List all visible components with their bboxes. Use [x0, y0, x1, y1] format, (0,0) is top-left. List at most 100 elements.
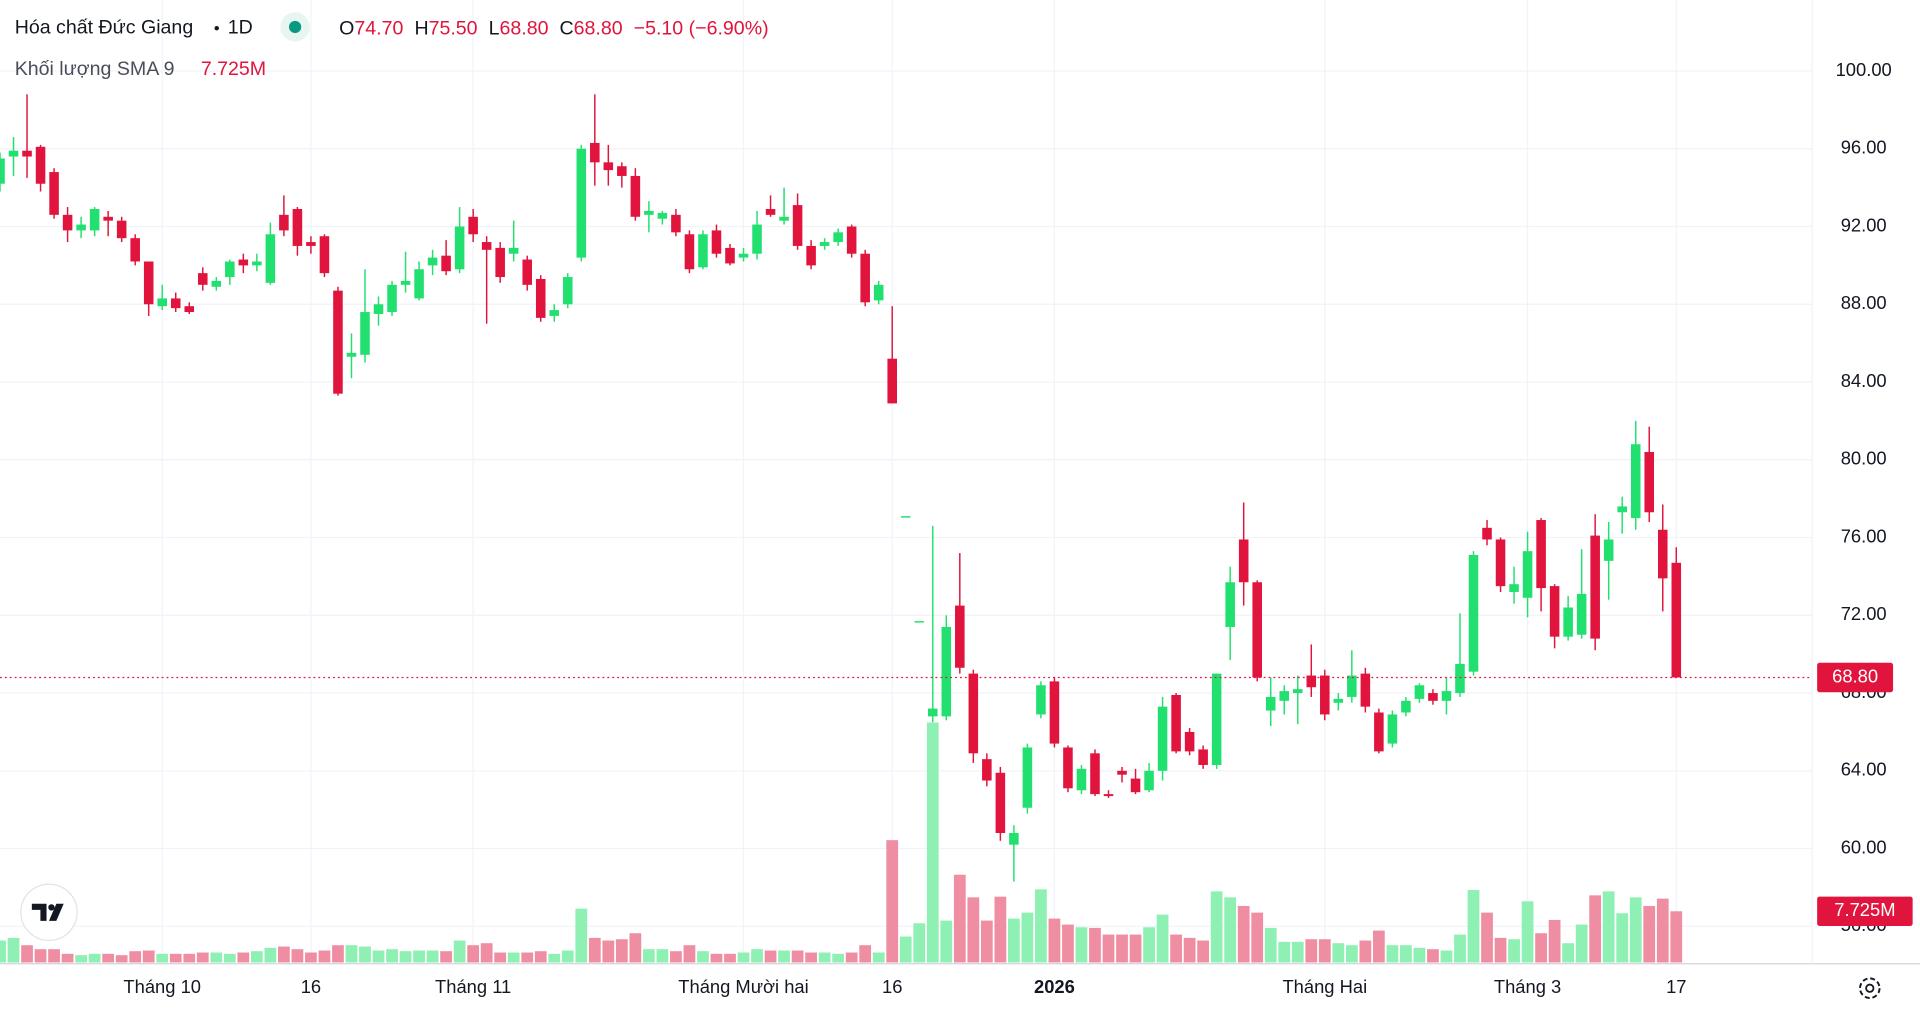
volume-bar — [791, 950, 804, 963]
volume-bar — [1440, 950, 1453, 963]
volume-bar — [1183, 937, 1196, 963]
candle-body — [306, 242, 316, 246]
candle-body — [1306, 675, 1317, 688]
candle-body — [508, 247, 519, 254]
volume-bar — [399, 951, 412, 963]
ohlc-label: C — [560, 18, 574, 40]
candle-body — [982, 759, 992, 781]
candle-body — [792, 205, 803, 246]
x-tick-label: 16 — [882, 976, 902, 997]
settings-button[interactable] — [1859, 977, 1881, 999]
candle-body — [725, 247, 735, 264]
volume-bar — [223, 953, 236, 963]
volume-bar — [1494, 937, 1507, 963]
volume-bar — [196, 952, 209, 963]
tradingview-logo[interactable] — [20, 883, 78, 942]
candle-body — [279, 214, 289, 231]
candle-body — [22, 150, 32, 157]
volume-bar — [683, 945, 696, 963]
volume-bar — [0, 940, 6, 963]
volume-bar — [872, 952, 885, 963]
indicator-value: 7.725M — [201, 58, 266, 80]
volume-bar — [129, 951, 142, 963]
candle-body — [698, 234, 708, 268]
candle-body — [1320, 675, 1330, 715]
candle-body — [481, 242, 492, 250]
candle-body — [1387, 714, 1398, 744]
volume-bar — [1318, 939, 1331, 963]
volume-bar — [710, 953, 723, 963]
volume-bar — [1075, 927, 1088, 963]
volume-bar — [386, 949, 398, 963]
volume-bar — [1616, 913, 1629, 963]
y-tick-label: 88.00 — [1841, 292, 1887, 313]
change: −5.10 (−6.90%) — [634, 18, 769, 40]
volume-bar — [1048, 918, 1061, 963]
candle-body — [130, 238, 140, 262]
candle-body — [1563, 607, 1573, 637]
candle-body — [955, 605, 965, 668]
candle-body — [1509, 584, 1519, 592]
candle-body — [360, 312, 370, 355]
candle-body — [684, 234, 695, 270]
volume-bar — [332, 945, 344, 963]
volume-bar — [1562, 943, 1575, 963]
candle-body — [1644, 451, 1655, 513]
volume-bar — [1481, 912, 1493, 963]
candle-body — [319, 236, 330, 274]
candle-body — [387, 284, 397, 313]
volume-bar — [1521, 901, 1534, 963]
volume-bar — [507, 952, 520, 963]
candle-body — [1103, 794, 1114, 797]
volume-bar — [1670, 911, 1683, 963]
candle-body — [225, 261, 235, 278]
volume-bar — [1021, 912, 1034, 963]
y-tick-label: 92.00 — [1841, 214, 1887, 235]
candle-body — [1401, 700, 1411, 713]
volume-bar — [48, 949, 60, 963]
y-tick-label: 72.00 — [1841, 603, 1887, 624]
volume-bar — [169, 953, 182, 963]
volume-bar — [1332, 943, 1345, 963]
volume-bar — [318, 950, 331, 963]
volume-bar — [1237, 905, 1250, 963]
volume-bar — [1170, 934, 1182, 963]
volume-bar — [1413, 947, 1426, 963]
volume-bar — [548, 953, 561, 963]
candle-body — [1549, 586, 1560, 637]
ohlc-label: H — [414, 18, 428, 40]
candle-body — [1360, 673, 1371, 707]
candle-body — [1036, 685, 1046, 715]
candle-body — [1333, 698, 1344, 703]
candle-body — [1157, 706, 1168, 771]
volume-pane — [0, 722, 1683, 963]
candle-body — [1428, 693, 1438, 701]
candle-body — [170, 298, 181, 309]
x-tick-label: 17 — [1666, 976, 1686, 997]
logo-dot — [48, 904, 55, 911]
candle-body — [752, 224, 762, 254]
volume-bar — [102, 953, 115, 963]
candle-body — [535, 278, 546, 318]
volume-bar — [656, 949, 669, 963]
candle-body — [414, 269, 424, 299]
volume-bar — [1089, 927, 1101, 963]
candle-body — [590, 142, 600, 163]
candle-body — [1198, 749, 1208, 765]
volume-bar — [845, 952, 858, 963]
volume-bar — [886, 840, 899, 963]
candle-body — [1441, 691, 1452, 701]
volume-bar — [940, 920, 953, 963]
volume-bar — [88, 953, 101, 963]
candle-body — [468, 216, 478, 235]
candle-body — [671, 214, 681, 233]
volume-bar — [372, 950, 385, 963]
volume-bar — [1156, 914, 1169, 963]
volume-bar — [1197, 940, 1210, 963]
indicator-name: Khối lượng SMA 9 — [15, 58, 175, 80]
volume-bar — [751, 949, 763, 963]
volume-bar — [61, 953, 74, 963]
candle-body — [887, 358, 897, 404]
interval: 1D — [228, 16, 253, 38]
